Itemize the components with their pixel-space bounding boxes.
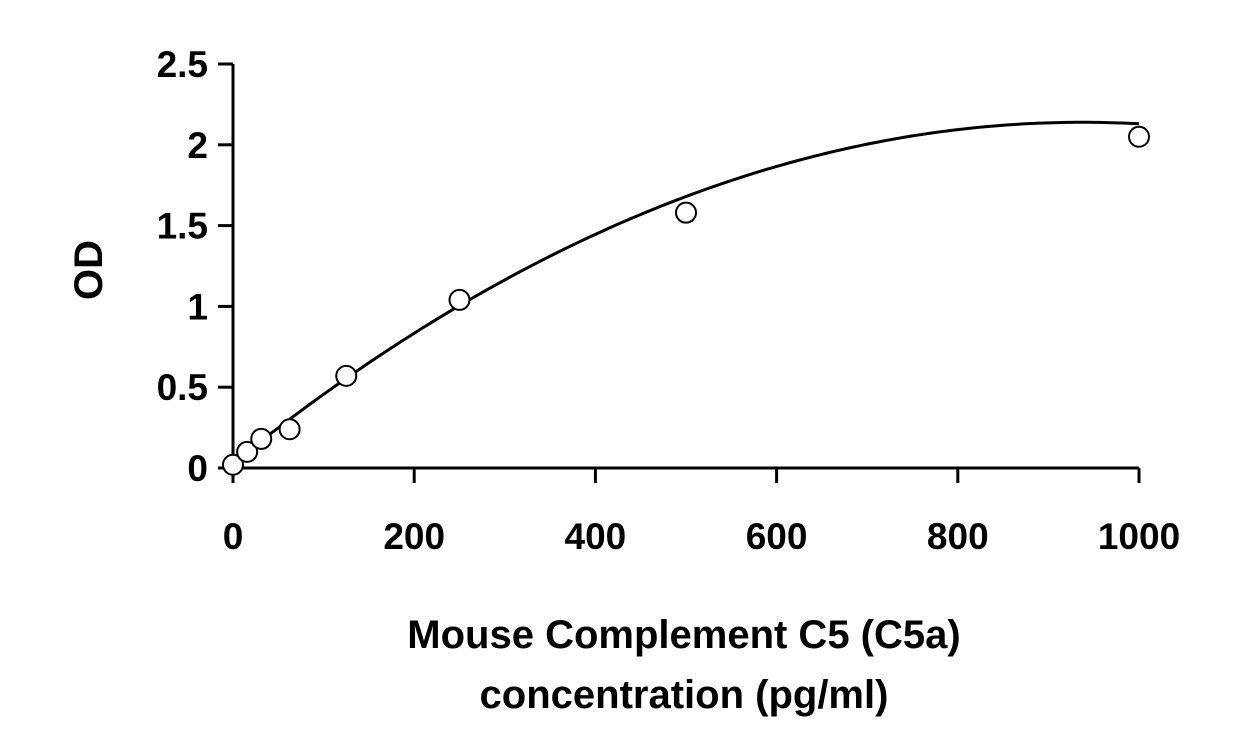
y-tick-label: 0.5 <box>157 367 208 408</box>
x-tick-label: 400 <box>565 516 627 557</box>
data-point <box>278 418 301 441</box>
data-point <box>335 364 358 387</box>
x-tick-label: 0 <box>223 516 244 557</box>
data-point <box>250 427 273 450</box>
trendline-curve <box>232 120 1140 465</box>
axes <box>231 64 1139 470</box>
y-tick-label: 2.5 <box>157 44 208 85</box>
y-ticks: 0 0.5 1 1.5 2 2.5 <box>157 44 233 489</box>
data-points <box>222 125 1150 476</box>
x-tick-label: 200 <box>383 516 445 557</box>
y-tick-label: 1 <box>187 286 208 327</box>
data-point <box>222 453 244 476</box>
x-axis-title-line-1: Mouse Complement C5 (C5a) <box>407 613 960 657</box>
data-point <box>675 201 697 224</box>
x-tick-label: 600 <box>746 516 808 557</box>
trendline <box>232 120 1140 465</box>
data-point <box>448 288 471 311</box>
x-ticks: 0 200 400 600 800 1000 <box>223 468 1180 557</box>
data-point <box>1128 125 1150 148</box>
y-tick-label: 2 <box>187 125 208 166</box>
y-tick-label: 0 <box>187 448 208 489</box>
x-tick-label: 1000 <box>1098 516 1180 557</box>
x-tick-label: 800 <box>927 516 989 557</box>
y-axis-title: OD <box>67 240 111 300</box>
y-tick-label: 1.5 <box>157 206 208 247</box>
x-axis-title-line-2: concentration (pg/ml) <box>480 673 889 717</box>
data-point <box>236 440 259 463</box>
